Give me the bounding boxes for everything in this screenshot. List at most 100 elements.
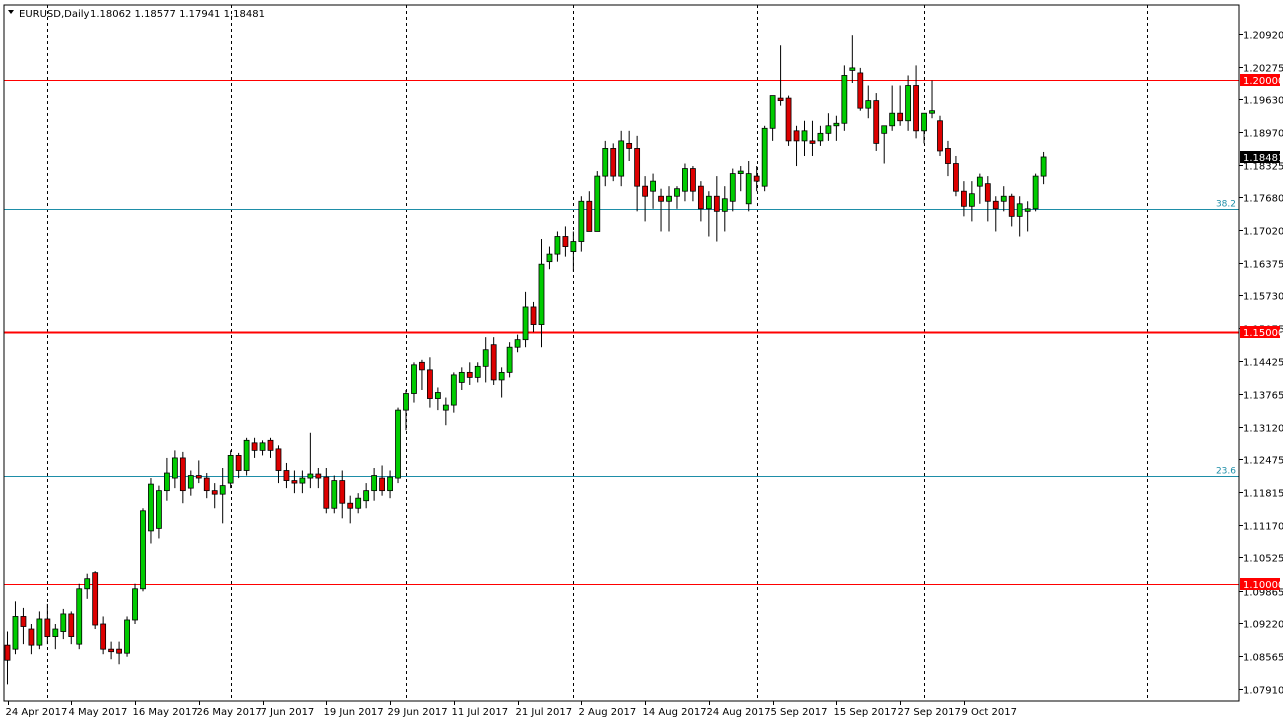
candle[interactable] [466, 362, 473, 385]
candle[interactable] [474, 362, 481, 383]
candle[interactable] [315, 467, 322, 489]
candle[interactable] [355, 493, 362, 514]
candle[interactable] [179, 451, 186, 504]
candle[interactable] [219, 467, 226, 524]
candle[interactable] [116, 641, 122, 665]
candle[interactable] [371, 467, 378, 501]
candle[interactable] [992, 196, 999, 232]
candle[interactable] [666, 186, 672, 232]
candle[interactable] [148, 478, 154, 544]
candle[interactable] [108, 641, 115, 660]
candle[interactable] [905, 75, 912, 131]
candle[interactable] [618, 130, 625, 187]
candle[interactable] [674, 186, 680, 209]
candle[interactable] [546, 246, 553, 270]
candle[interactable] [849, 35, 856, 84]
candle[interactable] [195, 460, 202, 484]
candle[interactable] [1040, 151, 1047, 185]
candle[interactable] [745, 161, 752, 212]
candle[interactable] [841, 65, 848, 131]
candle[interactable] [650, 173, 656, 209]
candle[interactable] [76, 583, 83, 650]
candle[interactable] [769, 95, 776, 141]
candle[interactable] [44, 603, 51, 645]
candle[interactable] [36, 611, 43, 650]
candle[interactable] [713, 176, 720, 242]
candle[interactable] [12, 601, 19, 655]
candle[interactable] [251, 437, 258, 458]
candle[interactable] [395, 407, 401, 484]
candle[interactable] [961, 181, 967, 217]
candle[interactable] [825, 113, 832, 141]
candle[interactable] [586, 191, 593, 232]
candle[interactable] [379, 465, 385, 496]
candle[interactable] [1000, 186, 1007, 212]
candle[interactable] [52, 624, 59, 650]
candle[interactable] [538, 239, 545, 348]
candle[interactable] [945, 140, 951, 177]
candle[interactable] [299, 470, 306, 494]
candle[interactable] [968, 181, 975, 222]
candle[interactable] [243, 437, 250, 476]
candle[interactable] [227, 450, 234, 489]
candle[interactable] [761, 125, 768, 192]
candle[interactable] [187, 470, 194, 496]
candle[interactable] [737, 166, 744, 192]
candle[interactable] [690, 166, 696, 202]
candle[interactable] [793, 125, 800, 167]
candle[interactable] [570, 231, 577, 272]
candle[interactable] [889, 85, 896, 131]
candle[interactable] [610, 143, 617, 182]
candle[interactable] [873, 93, 880, 151]
candle[interactable] [817, 125, 824, 146]
candle[interactable] [347, 495, 354, 524]
candle[interactable] [442, 397, 449, 426]
candle[interactable] [1008, 193, 1015, 227]
candle[interactable] [658, 188, 664, 232]
candle[interactable] [514, 334, 521, 353]
candle[interactable] [411, 362, 417, 403]
candle[interactable] [4, 631, 11, 685]
candle[interactable] [929, 80, 935, 119]
candle[interactable] [562, 226, 569, 257]
candle[interactable] [777, 45, 784, 106]
candle[interactable] [705, 191, 712, 237]
candle[interactable] [331, 475, 338, 514]
candle[interactable] [235, 452, 242, 479]
candle[interactable] [203, 473, 210, 499]
candle[interactable] [1032, 173, 1039, 212]
candle[interactable] [554, 231, 561, 262]
candle[interactable] [387, 470, 393, 499]
candle[interactable] [275, 445, 282, 484]
candle[interactable] [259, 440, 266, 456]
candle[interactable] [363, 483, 370, 509]
candle[interactable] [100, 616, 107, 655]
chart-menu-triangle-icon[interactable] [8, 10, 14, 14]
candle[interactable] [833, 115, 840, 141]
candle[interactable] [28, 624, 35, 655]
candle[interactable] [490, 337, 497, 385]
candle[interactable] [68, 611, 75, 645]
candle[interactable] [594, 171, 601, 232]
candle[interactable] [897, 85, 904, 126]
candle[interactable] [60, 608, 67, 640]
candle[interactable] [642, 176, 648, 222]
candle[interactable] [801, 120, 808, 156]
candle[interactable] [84, 573, 91, 599]
candle[interactable] [283, 462, 290, 489]
candles-layer[interactable] [4, 35, 1047, 685]
candle[interactable] [984, 176, 991, 222]
candle[interactable] [721, 186, 728, 232]
candle[interactable] [729, 168, 736, 212]
candle[interactable] [881, 125, 888, 164]
candle[interactable] [140, 508, 146, 592]
candle[interactable] [171, 450, 178, 489]
candle[interactable] [1024, 201, 1031, 232]
candle[interactable] [419, 359, 425, 390]
candle[interactable] [1016, 196, 1023, 237]
candle[interactable] [953, 155, 959, 197]
candle[interactable] [291, 470, 298, 494]
candle[interactable] [498, 367, 505, 398]
